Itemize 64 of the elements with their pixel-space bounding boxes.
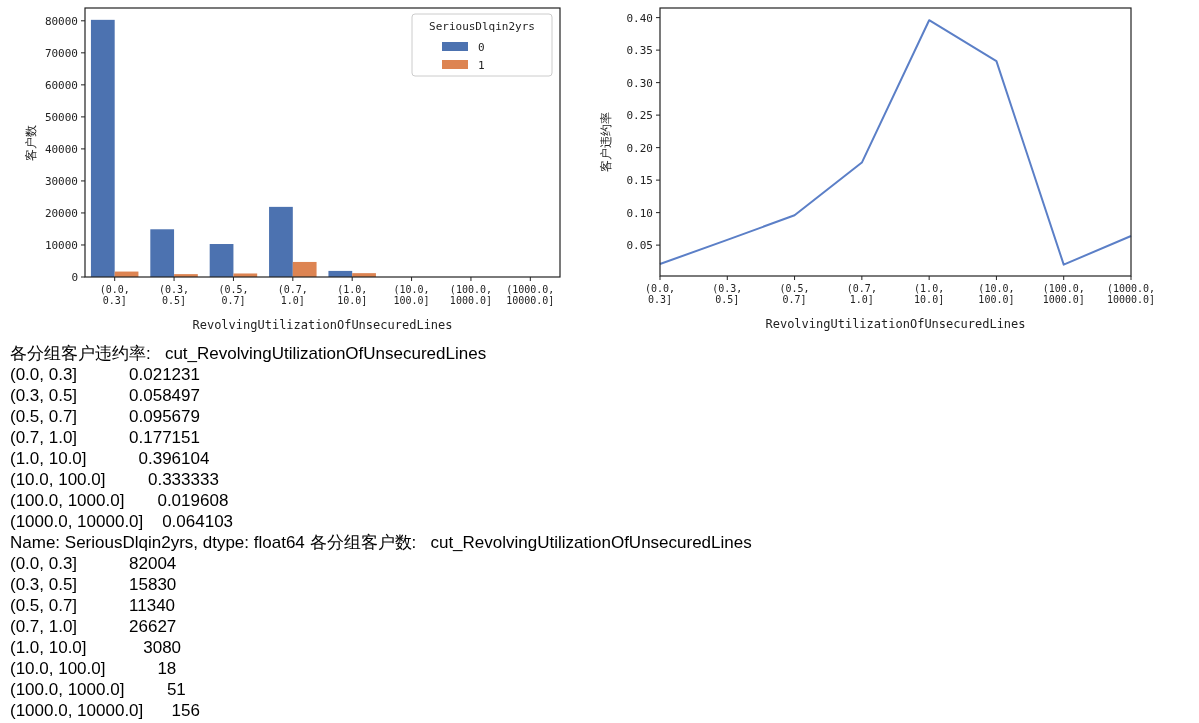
y-tick-label: 0.40 [626,11,653,25]
y-tick-label: 80000 [44,14,78,28]
y-axis-title: 客户数 [24,124,38,161]
y-tick-label: 0.10 [626,206,653,220]
text: (0.5, 0.7] 11340 [10,595,177,616]
y-tick-label: 60000 [44,78,78,92]
bar [209,244,234,277]
line-series [659,19,1132,266]
x-tick-label: (1000.0, 10000.0] [506,284,555,306]
legend-title: SeriousDlqin2yrs [429,20,535,33]
x-tick-label: (0.7, 1.0] [846,283,877,305]
y-tick-label: 40000 [44,142,78,156]
x-tick-label: (0.3, 0.5] [712,283,743,305]
text: (0.0, 0.3] 0.021231 [10,364,201,385]
y-tick-label: 50000 [44,110,78,124]
text: (1.0, 10.0] 3080 [10,637,183,658]
y-axis-title: 客户违约率 [599,112,613,172]
x-tick-label: (10.0, 100.0] [393,284,430,306]
x-axis-title: RevolvingUtilizationOfUnsecuredLines [765,317,1026,331]
y-tick-label: 30000 [44,174,78,188]
text: (0.7, 1.0] 0.177151 [10,427,201,448]
x-tick-label: (0.7, 1.0] [277,284,308,306]
text: (0.0, 0.3] 82004 [10,553,178,574]
y-tick-label: 0.20 [626,141,653,155]
y-tick-label: 20000 [44,206,78,220]
text: (1.0, 10.0] 0.396104 [10,448,211,469]
x-tick-label: (100.0, 1000.0] [449,284,493,306]
y-tick-label: 0.15 [626,174,653,188]
x-tick-label: (1000.0, 10000.0] [1106,283,1156,305]
x-tick-label: (1.0, 10.0] [337,284,368,306]
text: (0.3, 0.5] 0.058497 [10,385,201,406]
y-tick-label: 10000 [44,238,78,252]
x-tick-label: (0.5, 0.7] [218,284,249,306]
bar [269,206,293,277]
x-tick-label: (0.5, 0.7] [779,283,810,305]
x-tick-label: (0.3, 0.5] [159,284,190,306]
text: (10.0, 100.0] 18 [10,658,178,679]
text: (10.0, 100.0] 0.333333 [10,469,220,490]
x-tick-label: (10.0, 100.0] [978,283,1015,305]
text: (1000.0, 10000.0] 156 [10,700,201,721]
bar [90,19,115,277]
text: (0.7, 1.0] 26627 [10,616,178,637]
y-tick-label: 0.05 [626,239,653,253]
y-tick-label: 70000 [44,46,78,60]
text: Name: SeriousDlqin2yrs, dtype: float64 各分组客户数: cut_RevolvingUtilizationOfUnsecuredLines [10,532,753,553]
text: (100.0, 1000.0] 51 [10,679,187,700]
text: (0.5, 0.7] 0.095679 [10,406,201,427]
text: (1000.0, 10000.0] 0.064103 [10,511,235,532]
bar [292,261,317,277]
bar [150,229,175,277]
text: (0.3, 0.5] 15830 [10,574,178,595]
x-tick-label: (0.0, 0.3] [644,283,676,305]
x-axis-title: RevolvingUtilizationOfUnsecuredLines [192,318,453,332]
y-tick-label: 0 [71,271,78,284]
x-tick-label: (100.0, 1000.0] [1042,283,1085,305]
x-tick-label: (0.0, 0.3] [99,284,130,306]
text: 各分组客户违约率: cut_RevolvingUtilizationOfUnsecuredLines [10,343,488,364]
text: (100.0, 1000.0] 0.019608 [10,490,230,511]
x-tick-label: (1.0, 10.0] [914,283,945,305]
y-tick-label: 0.25 [626,109,653,123]
legend-label: 0 [478,41,485,54]
y-tick-label: 0.30 [626,76,653,90]
y-tick-label: 0.35 [626,44,653,58]
legend-label: 1 [478,59,485,72]
